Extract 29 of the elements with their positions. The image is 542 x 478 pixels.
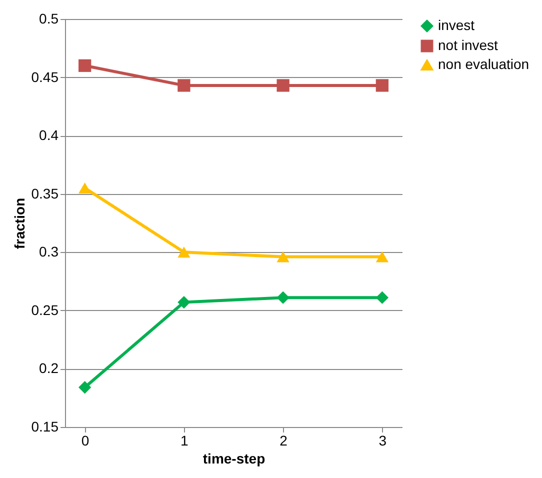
point <box>276 251 290 262</box>
y-tick-label: 0.45 <box>31 68 59 85</box>
point <box>276 291 290 304</box>
point <box>178 79 190 92</box>
x-tick-label: 1 <box>180 432 189 448</box>
y-tick-label: 0.5 <box>39 10 59 26</box>
x-axis-title: time-step <box>202 450 266 466</box>
legend-label: not invest <box>438 37 498 53</box>
point <box>376 79 388 92</box>
x-tick-label: 3 <box>378 432 387 448</box>
y-tick-label: 0.4 <box>39 127 59 144</box>
y-axis-title: fraction <box>11 198 28 250</box>
y-tick-label: 0.3 <box>39 244 59 260</box>
point <box>178 296 190 309</box>
legend-label: invest <box>438 17 475 33</box>
legend-label: non evaluation <box>438 56 530 72</box>
y-tick-label: 0.35 <box>31 185 59 202</box>
point <box>78 182 92 194</box>
point <box>276 79 290 92</box>
x-tick-label: 0 <box>81 432 90 448</box>
point <box>376 291 388 304</box>
point <box>178 246 190 258</box>
point <box>78 381 92 394</box>
y-tick-label: 0.25 <box>31 302 59 318</box>
point <box>78 59 92 72</box>
y-tick-label: 0.2 <box>39 360 59 376</box>
y-tick-label: 0.15 <box>31 418 59 434</box>
point <box>376 251 388 262</box>
x-tick-label: 2 <box>280 432 288 448</box>
